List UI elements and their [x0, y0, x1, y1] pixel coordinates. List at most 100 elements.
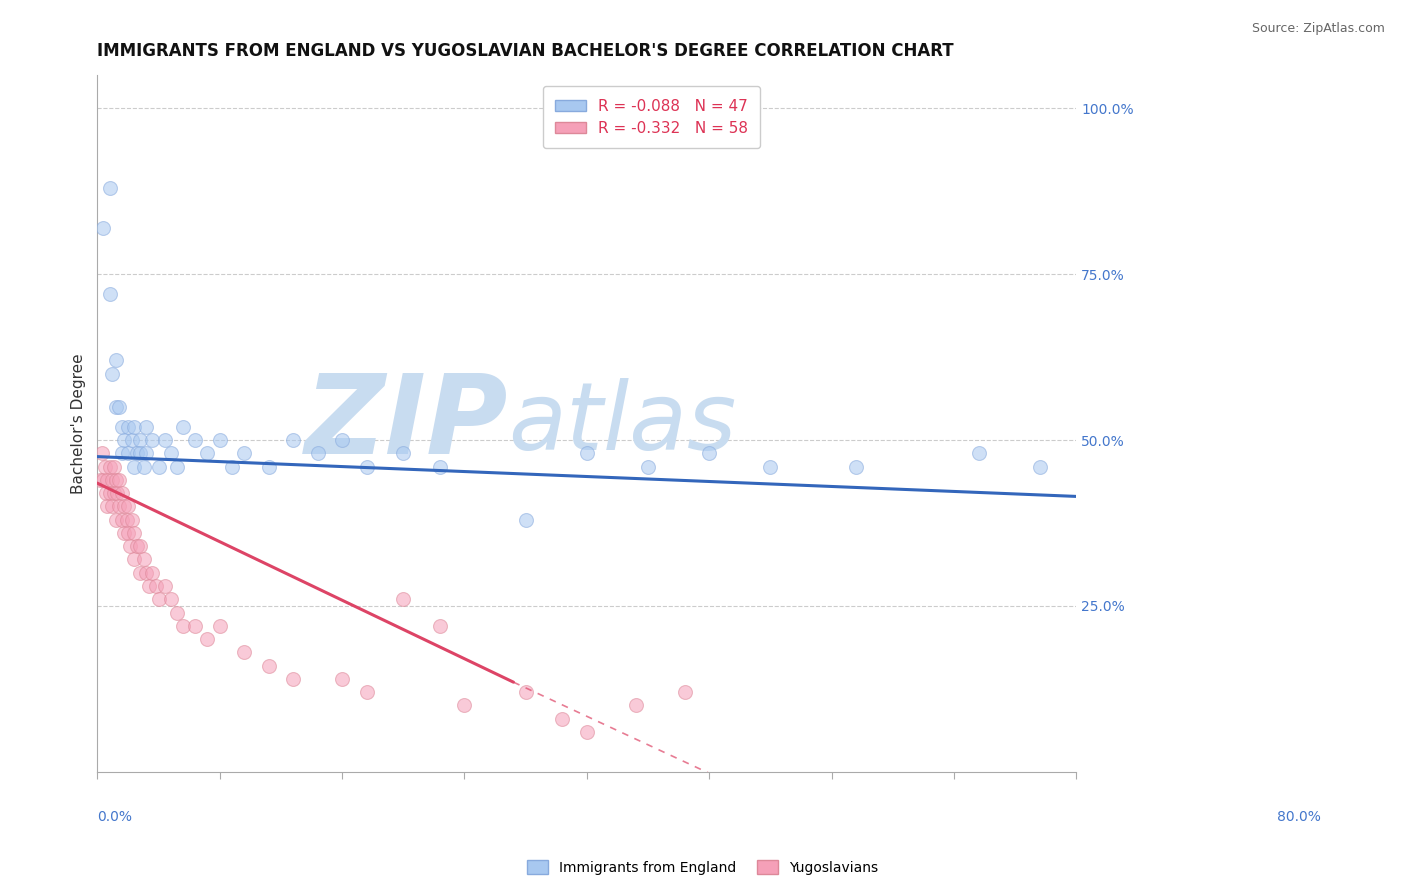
Point: [233, 446, 256, 460]
Point: [96, 500, 118, 514]
Point: [575, 446, 598, 460]
Point: [184, 619, 207, 633]
Point: [120, 539, 142, 553]
Point: [104, 513, 127, 527]
Point: [111, 419, 134, 434]
Point: [141, 566, 163, 580]
Text: atlas: atlas: [509, 378, 737, 469]
Point: [112, 433, 135, 447]
Point: [159, 446, 181, 460]
Point: [129, 539, 152, 553]
Point: [392, 446, 415, 460]
Point: [330, 433, 353, 447]
Point: [637, 459, 659, 474]
Point: [356, 459, 378, 474]
Point: [94, 486, 117, 500]
Point: [132, 552, 155, 566]
Point: [135, 419, 157, 434]
Y-axis label: Bachelor's Degree: Bachelor's Degree: [72, 353, 86, 494]
Point: [575, 725, 598, 739]
Point: [172, 619, 194, 633]
Point: [208, 433, 231, 447]
Point: [111, 486, 134, 500]
Point: [101, 500, 124, 514]
Point: [184, 433, 207, 447]
Point: [129, 566, 152, 580]
Point: [112, 500, 135, 514]
Point: [257, 459, 280, 474]
Point: [105, 486, 128, 500]
Point: [515, 685, 537, 699]
Point: [148, 592, 170, 607]
Point: [233, 645, 256, 659]
Point: [166, 606, 188, 620]
Point: [697, 446, 720, 460]
Point: [104, 353, 127, 368]
Text: 0.0%: 0.0%: [97, 810, 132, 824]
Point: [101, 473, 124, 487]
Point: [98, 287, 121, 301]
Point: [138, 579, 160, 593]
Point: [208, 619, 231, 633]
Point: [112, 525, 135, 540]
Point: [111, 513, 134, 527]
Point: [122, 459, 145, 474]
Point: [153, 433, 176, 447]
Point: [141, 433, 163, 447]
Point: [104, 473, 127, 487]
Point: [967, 446, 990, 460]
Point: [93, 473, 115, 487]
Point: [98, 486, 121, 500]
Point: [129, 446, 152, 460]
Point: [132, 459, 155, 474]
Point: [148, 459, 170, 474]
Point: [145, 579, 167, 593]
Point: [103, 459, 125, 474]
Point: [283, 672, 305, 686]
Point: [104, 400, 127, 414]
Point: [103, 486, 125, 500]
Point: [330, 672, 353, 686]
Point: [89, 473, 111, 487]
Text: ZIP: ZIP: [305, 370, 509, 477]
Point: [93, 220, 115, 235]
Point: [197, 632, 219, 646]
Point: [98, 181, 121, 195]
Point: [197, 446, 219, 460]
Point: [221, 459, 243, 474]
Point: [96, 473, 118, 487]
Point: [673, 685, 696, 699]
Point: [111, 446, 134, 460]
Point: [453, 698, 475, 713]
Point: [257, 658, 280, 673]
Point: [117, 525, 139, 540]
Point: [125, 446, 148, 460]
Point: [166, 459, 188, 474]
Point: [172, 419, 194, 434]
Point: [125, 539, 148, 553]
Point: [115, 513, 138, 527]
Point: [307, 446, 329, 460]
Text: IMMIGRANTS FROM ENGLAND VS YUGOSLAVIAN BACHELOR'S DEGREE CORRELATION CHART: IMMIGRANTS FROM ENGLAND VS YUGOSLAVIAN B…: [97, 42, 955, 60]
Point: [117, 419, 139, 434]
Point: [122, 552, 145, 566]
Point: [121, 433, 143, 447]
Point: [159, 592, 181, 607]
Legend: R = -0.088   N = 47, R = -0.332   N = 58: R = -0.088 N = 47, R = -0.332 N = 58: [543, 87, 761, 148]
Point: [551, 712, 574, 726]
Point: [429, 459, 451, 474]
Text: 80.0%: 80.0%: [1277, 810, 1322, 824]
Point: [101, 367, 124, 381]
Text: Source: ZipAtlas.com: Source: ZipAtlas.com: [1251, 22, 1385, 36]
Point: [121, 513, 143, 527]
Point: [429, 619, 451, 633]
Point: [1028, 459, 1050, 474]
Point: [759, 459, 782, 474]
Point: [283, 433, 305, 447]
Point: [108, 400, 131, 414]
Point: [117, 500, 139, 514]
Point: [135, 566, 157, 580]
Point: [117, 446, 139, 460]
Point: [129, 433, 152, 447]
Point: [98, 459, 121, 474]
